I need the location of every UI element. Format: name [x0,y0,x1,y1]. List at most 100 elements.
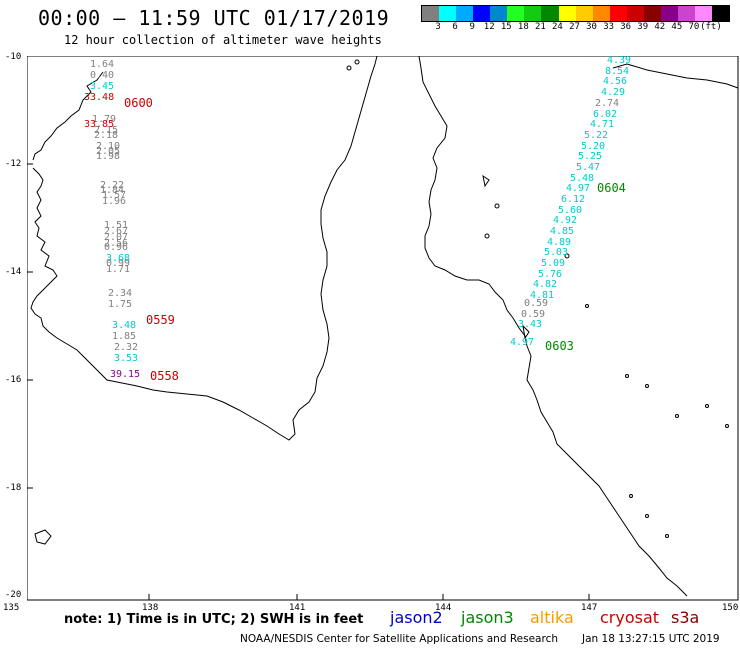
swh-value: 2.56 [104,238,129,249]
color-swatch [660,6,678,21]
track-time-label: 0603 [545,339,574,353]
swh-value: 2.10 [96,141,121,152]
color-scale-label: 24 [552,22,563,32]
lon-label: 135 [3,603,20,613]
map-frame [27,56,739,601]
color-swatch [541,6,559,21]
lat-label: -20 [5,590,22,600]
swh-value: 5.22 [584,130,609,141]
lon-label: 150 [722,603,739,613]
color-scale-label: 12 [483,22,495,32]
lon-label: 147 [581,603,598,613]
color-scale-label: 9 [469,22,475,32]
swh-value: 0.96 [104,242,129,253]
color-swatch [473,6,491,21]
swh-value: 2.05 [96,146,121,157]
swh-value: 2.22 [100,180,125,191]
swh-value: 6.02 [593,109,618,120]
lat-label: -16 [5,375,22,385]
color-scale-label: 15 [500,22,512,32]
track-time-label: 0559 [146,313,175,327]
legend-s3a: s3a [671,608,700,627]
color-scale-label: 42 [654,22,666,32]
swh-value: 4.92 [553,215,578,226]
swh-value: 2.18 [94,130,119,141]
swh-value: 2.32 [114,342,139,353]
color-scale-label: (ft) [700,22,722,32]
color-scale-label: 6 [452,22,458,32]
swh-value: 1.85 [112,331,137,342]
swh-value: 1.75 [108,299,133,310]
swh-value: 1.98 [96,151,121,162]
swh-value: 0.99 [106,258,131,269]
swh-value: 5.03 [544,247,569,258]
color-swatch [490,6,508,21]
credit-line: NOAA/NESDIS Center for Satellite Applica… [240,633,558,645]
swh-value: 3.68 [106,253,131,264]
color-swatch [592,6,610,21]
swh-value: 0.59 [521,309,546,320]
swh-value: 1.96 [102,196,127,207]
swh-value: 3.45 [90,81,115,92]
color-scale-label: 27 [569,22,580,32]
color-swatch [609,6,627,21]
track-time-label: 0558 [150,369,179,383]
color-swatch [439,6,457,21]
swh-value: 33.48 [84,92,115,103]
lat-label: -12 [5,159,22,169]
swh-value: 1.51 [104,220,129,231]
color-swatch [575,6,593,21]
swh-value: 3.48 [112,320,137,331]
legend-jason2: jason2 [390,608,443,627]
lat-label: -14 [5,267,22,277]
map-border [27,56,739,601]
swh-value: 4.56 [603,76,628,87]
color-swatch [677,6,695,21]
lat-label: -18 [5,483,22,493]
swh-value: 4.82 [533,279,558,290]
footer-note: note: 1) Time is in UTC; 2) SWH is in fe… [64,612,364,627]
swh-value: 4.81 [530,290,555,301]
color-scale-label: 30 [586,22,597,32]
swh-value: 2.74 [595,98,620,109]
swh-value: 1.84 [100,185,125,196]
lon-label: 138 [142,603,159,613]
generated-timestamp: Jan 18 13:27:15 UTC 2019 [582,633,720,645]
swh-value: 1.57 [102,190,127,201]
axis-ticks [27,163,590,600]
swh-value: 0.40 [90,70,115,81]
swh-value: 2.34 [108,288,133,299]
swh-value: 39.15 [110,369,141,380]
swh-value: 2.15 [94,125,119,136]
color-scale-label: 45 [671,22,683,32]
color-swatch [422,6,440,21]
color-swatch [712,6,730,21]
legend-cryosat: cryosat [600,608,660,627]
swh-value: 2.07 [104,232,129,243]
color-scale-label: 33 [603,22,615,32]
color-swatch [558,6,576,21]
chart-subtitle: 12 hour collection of altimeter wave hei… [64,33,382,47]
swh-value: 5.09 [541,258,566,269]
swh-value: 4.97 [566,183,591,194]
color-scale-label: 70 [688,22,700,32]
swh-value: 3.53 [114,353,139,364]
swh-value: 6.12 [561,194,586,205]
color-swatch [695,6,713,21]
swh-value: 4.71 [590,119,615,130]
color-scale-label: 39 [637,22,649,32]
swh-value: 2.67 [104,226,129,237]
color-scale-label: 36 [620,22,632,32]
swh-value: 8.54 [605,66,630,77]
coastline [30,56,739,597]
color-swatch [456,6,474,21]
color-swatch [524,6,542,21]
swh-value: 0.59 [524,298,549,309]
swh-value: 4.29 [601,87,626,98]
chart-title: 00:00 – 11:59 UTC 01/17/2019 [38,6,390,30]
swh-value: 5.20 [581,141,606,152]
track-time-label: 0600 [124,96,153,110]
swh-value: 5.76 [538,269,563,280]
swh-value: 5.48 [570,173,595,184]
swh-value: 1.79 [92,114,117,125]
